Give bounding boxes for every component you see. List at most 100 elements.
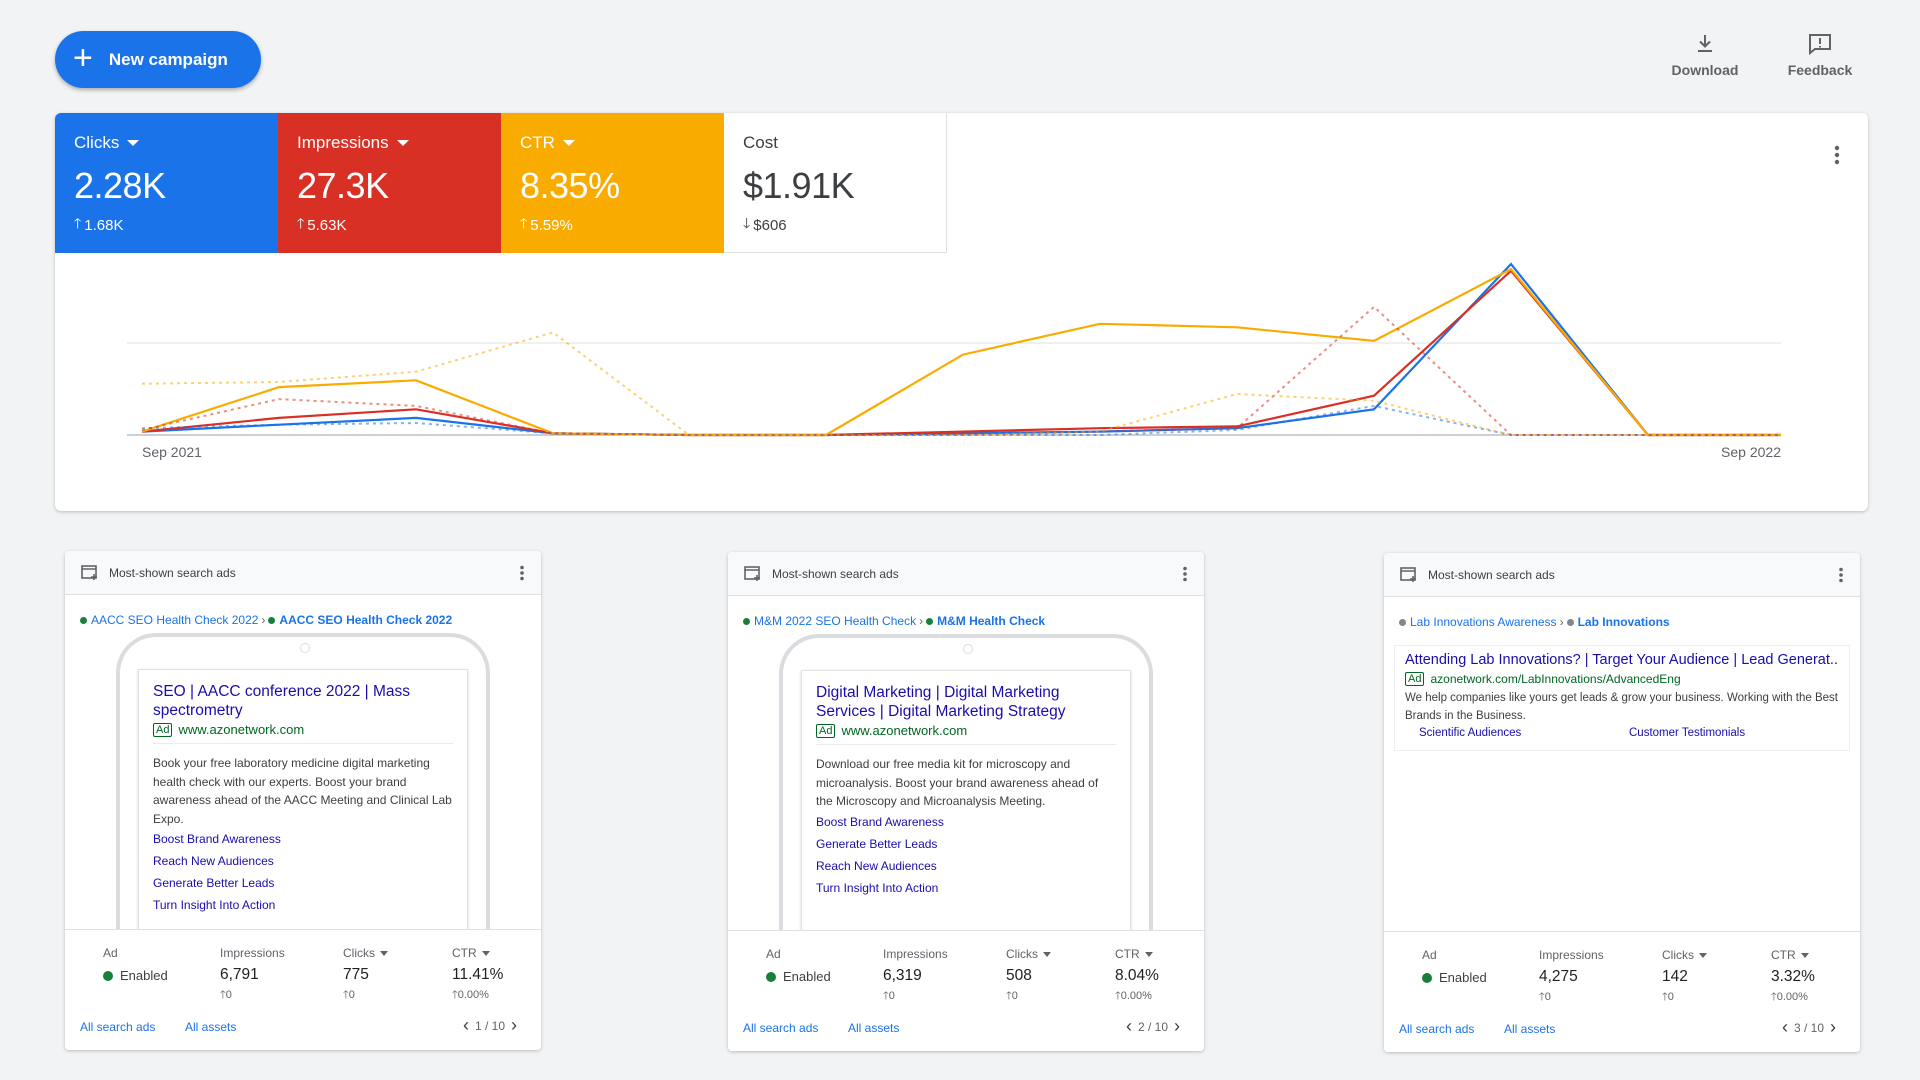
- feedback-button[interactable]: Feedback: [1775, 32, 1865, 78]
- stat-header-impressions: Impressions: [1539, 948, 1604, 962]
- stat-header-ctr[interactable]: CTR: [1771, 948, 1809, 962]
- breadcrumb-campaign[interactable]: Lab Innovations Awareness: [1410, 615, 1557, 629]
- new-campaign-label: New campaign: [108, 49, 228, 69]
- new-campaign-button[interactable]: + New campaign: [55, 31, 261, 88]
- sort-caret-icon: [1043, 951, 1051, 957]
- breadcrumb-ad-group[interactable]: M&M Health Check: [937, 614, 1046, 628]
- more-vert-icon[interactable]: [1834, 145, 1840, 170]
- metric-impressions[interactable]: Impressions 27.3K 🡑 5.63K: [278, 113, 501, 253]
- feedback-label: Feedback: [1787, 62, 1853, 78]
- stat-header-clicks[interactable]: Clicks: [1662, 948, 1707, 962]
- impressions-change: 🡑0: [883, 990, 895, 1002]
- more-vert-icon[interactable]: [519, 565, 525, 581]
- dropdown-caret-icon[interactable]: [562, 140, 575, 146]
- chevron-right-icon[interactable]: ›: [1830, 1017, 1836, 1037]
- more-vert-icon[interactable]: [1182, 566, 1188, 582]
- status-dot: [743, 617, 750, 625]
- ad-display-url: www.azonetwork.com: [841, 723, 968, 738]
- metric-change: $606: [753, 216, 787, 234]
- metric-cost[interactable]: Cost $1.91K 🡓 $606: [724, 113, 947, 253]
- all-search-ads-link[interactable]: All search ads: [80, 1020, 156, 1034]
- breadcrumb-ad-group[interactable]: AACC SEO Health Check 2022: [279, 613, 453, 627]
- all-assets-link[interactable]: All assets: [848, 1021, 900, 1035]
- impressions-value: 6,319: [883, 967, 922, 984]
- arrow-up-icon: 🡑: [1771, 991, 1777, 1003]
- pagination: ‹ 1 / 10 ›: [457, 1015, 523, 1036]
- ctr-change: 🡑0.00%: [452, 989, 489, 1001]
- ctr-change: 🡑0.00%: [1115, 990, 1152, 1002]
- pagination: ‹ 3 / 10 ›: [1776, 1017, 1842, 1038]
- stat-header-clicks[interactable]: Clicks: [1006, 947, 1051, 961]
- all-search-ads-link[interactable]: All search ads: [1399, 1022, 1475, 1036]
- ad-preview-icon: [1400, 566, 1416, 582]
- breadcrumb-separator-icon: ›: [261, 613, 266, 627]
- stat-header-clicks[interactable]: Clicks: [343, 946, 388, 960]
- metric-value: $1.91K: [743, 165, 855, 206]
- all-assets-link[interactable]: All assets: [1504, 1022, 1556, 1036]
- arrow-up-icon: 🡑: [1539, 991, 1545, 1003]
- ad-headline[interactable]: Digital Marketing | Digital Marketing Se…: [816, 684, 1066, 720]
- ad-headline[interactable]: SEO | AACC conference 2022 | Mass spectr…: [153, 683, 411, 719]
- chevron-left-icon[interactable]: ‹: [462, 1015, 469, 1035]
- all-assets-link[interactable]: All assets: [185, 1020, 237, 1034]
- plus-icon: +: [73, 39, 93, 77]
- sitelink[interactable]: Reach New Audiences: [816, 858, 937, 873]
- breadcrumb-ad-group[interactable]: Lab Innovations: [1577, 615, 1670, 629]
- ad-headline[interactable]: Attending Lab Innovations? | Target Your…: [1405, 652, 1839, 668]
- all-search-ads-link[interactable]: All search ads: [743, 1021, 819, 1035]
- dropdown-caret-icon[interactable]: [396, 140, 409, 146]
- enabled-dot-icon: [766, 971, 776, 982]
- sort-caret-icon: [481, 950, 490, 956]
- metric-value: 27.3K: [297, 165, 389, 206]
- sitelink[interactable]: Turn Insight Into Action: [153, 898, 276, 912]
- sitelink[interactable]: Reach New Audiences: [153, 854, 274, 868]
- performance-line-chart: Sep 2021 Sep 2022: [127, 262, 1781, 460]
- stat-header-ad: Ad: [766, 947, 781, 961]
- ad-stats-panel: Ad Impressions Clicks CTR Enabled 6,791 …: [65, 929, 541, 1050]
- arrow-up-icon: 🡑: [883, 990, 889, 1002]
- x-axis-start-label: Sep 2021: [142, 444, 202, 460]
- sitelink[interactable]: Scientific Audiences: [1419, 727, 1522, 739]
- metric-clicks[interactable]: Clicks 2.28K 🡑 1.68K: [55, 113, 278, 253]
- page-indicator: 3 / 10: [1793, 1020, 1824, 1035]
- status-dot: [268, 616, 276, 624]
- ad-display-url: azonetwork.com/LabInnovations/AdvancedEn…: [1430, 672, 1681, 686]
- clicks-value: 508: [1006, 967, 1032, 984]
- sitelink[interactable]: Customer Testimonials: [1629, 727, 1746, 739]
- chevron-left-icon[interactable]: ‹: [1781, 1017, 1788, 1037]
- arrow-down-icon: 🡓: [743, 215, 751, 231]
- chevron-left-icon[interactable]: ‹: [1125, 1016, 1132, 1036]
- chevron-right-icon[interactable]: ›: [511, 1015, 517, 1035]
- ad-status: Enabled: [766, 969, 831, 984]
- clicks-value: 775: [343, 966, 369, 983]
- arrow-up-icon: 🡑: [220, 989, 226, 1001]
- impressions-value: 6,791: [220, 966, 259, 983]
- breadcrumb-campaign[interactable]: AACC SEO Health Check 2022: [91, 613, 259, 627]
- impressions-value: 4,275: [1539, 968, 1578, 985]
- chart-series-line: [141, 267, 1781, 437]
- download-button[interactable]: Download: [1660, 32, 1750, 78]
- more-vert-icon[interactable]: [1838, 567, 1844, 583]
- sitelink[interactable]: Generate Better Leads: [153, 876, 275, 890]
- sitelink[interactable]: Turn Insight Into Action: [816, 880, 939, 895]
- dropdown-caret-icon[interactable]: [127, 140, 140, 146]
- arrow-up-icon: 🡑: [1662, 991, 1668, 1003]
- metric-label: CTR: [520, 133, 555, 152]
- arrow-up-icon: 🡑: [1006, 990, 1012, 1002]
- metric-ctr[interactable]: CTR 8.35% 🡑 5.59%: [501, 113, 724, 253]
- performance-card: Clicks 2.28K 🡑 1.68K Impressions 27.3K 🡑 5…: [55, 113, 1868, 511]
- ad-display-url: www.azonetwork.com: [178, 722, 305, 737]
- phone-camera: [963, 644, 973, 654]
- ad-description: We help companies like yours get leads &…: [1405, 692, 1838, 722]
- arrow-up-icon: 🡑: [297, 215, 305, 231]
- breadcrumb-campaign[interactable]: M&M 2022 SEO Health Check: [754, 614, 917, 628]
- sitelink[interactable]: Boost Brand Awareness: [153, 832, 281, 846]
- chevron-right-icon[interactable]: ›: [1174, 1016, 1180, 1036]
- ad-stats-panel: Ad Impressions Clicks CTR Enabled 4,275 …: [1384, 931, 1860, 1052]
- status-label: Enabled: [120, 968, 168, 983]
- arrow-up-icon: 🡑: [452, 989, 458, 1001]
- stat-header-ctr[interactable]: CTR: [1115, 947, 1153, 961]
- sitelink[interactable]: Generate Better Leads: [816, 836, 938, 851]
- sitelink[interactable]: Boost Brand Awareness: [816, 814, 944, 829]
- stat-header-ctr[interactable]: CTR: [452, 946, 490, 960]
